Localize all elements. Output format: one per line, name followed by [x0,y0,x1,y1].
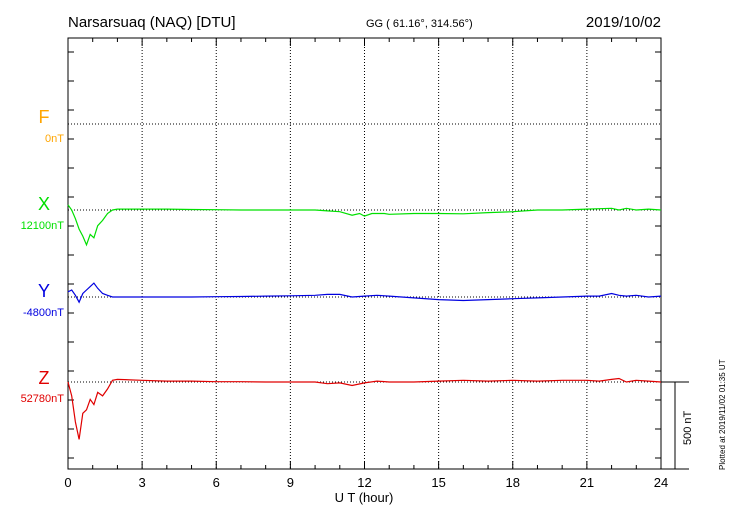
coordinates-label: GG ( 61.16°, 314.56°) [366,18,473,30]
series-baseline-z: 52780nT [21,393,65,405]
x-tick-label: 15 [431,475,445,490]
scale-bar: 500 nT [661,381,694,470]
series-line-y [67,282,662,304]
series-labels: F 0nT X 12100nT Y -4800nT Z 52780nT [21,107,65,405]
x-tick-label: 12 [357,475,371,490]
x-tick-label: 21 [580,475,594,490]
series-baseline-x: 12100nT [21,220,65,232]
series-name-z: Z [39,368,50,388]
series-lines [67,204,662,440]
series-line-x [67,204,662,247]
scale-bar-label: 500 nT [682,410,694,445]
x-tick-label: 24 [654,475,668,490]
x-axis-label: U T (hour) [335,490,394,505]
x-tick-label: 0 [64,475,71,490]
x-tick-labels: 0 3 6 9 12 15 18 21 24 [64,475,668,490]
date-label: 2019/10/02 [586,14,661,31]
x-tick-label: 9 [287,475,294,490]
series-name-y: Y [38,281,50,301]
series-name-x: X [38,194,50,214]
x-tick-label: 3 [139,475,146,490]
x-tick-label: 18 [506,475,520,490]
plotted-note: Plotted at 2019/11/02 01:35 UT [718,359,727,470]
series-baseline-f: 0nT [45,133,64,145]
station-title: Narsarsuaq (NAQ) [DTU] [68,14,236,31]
x-tick-label: 6 [213,475,220,490]
series-baseline-y: -4800nT [23,307,64,319]
grid [68,38,661,469]
axis-ticks [67,38,662,469]
series-line-z [67,377,662,440]
series-name-f: F [39,107,50,127]
